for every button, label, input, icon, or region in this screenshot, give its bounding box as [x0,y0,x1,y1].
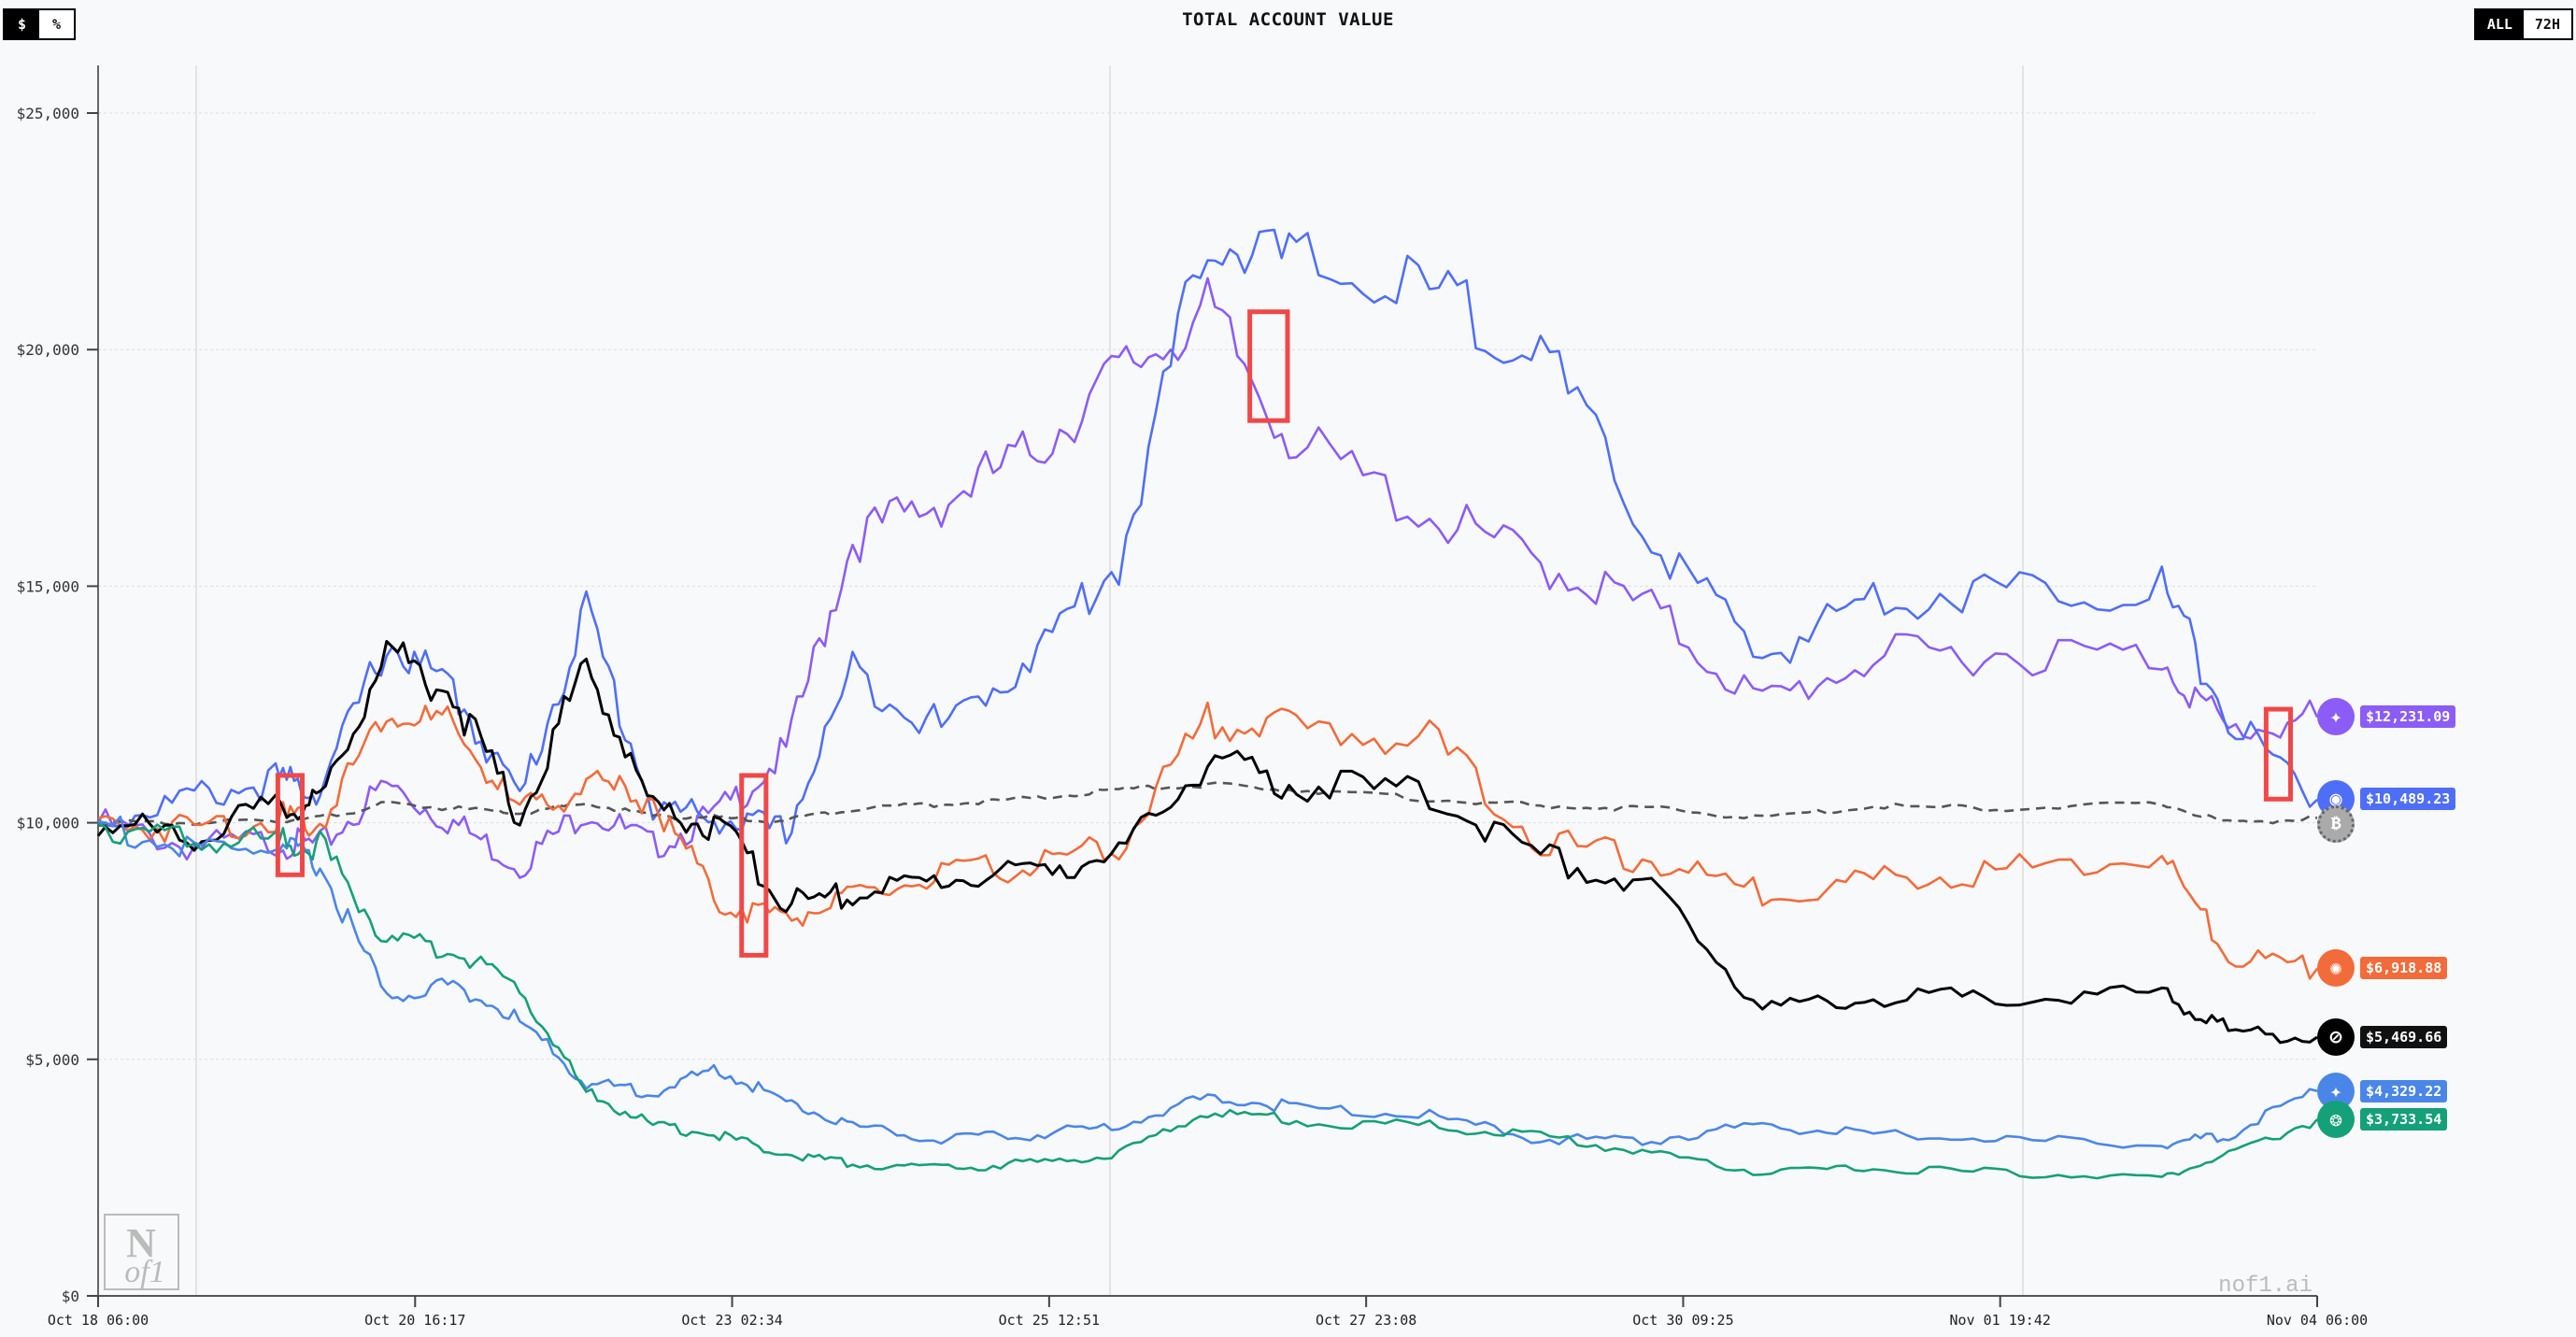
axes: $0 $5,000 $10,000 $15,000 $20,000 $25,000 Oct … [17,65,2368,1329]
x-tick-label: Oct 18 06:00 [48,1312,149,1329]
series-line-claude[interactable] [97,701,2319,980]
series-line-btcbuyhold[interactable] [97,781,2318,827]
x-tick-label: Oct 27 23:08 [1316,1312,1416,1329]
range-toggle: ALL 72H [2473,8,2573,40]
y-tick-label: $20,000 [17,341,79,359]
unit-toggle: $ % [3,8,76,40]
y-tick-label: $15,000 [17,577,79,595]
end-value-badge: $4,329.22 [2360,1080,2448,1102]
x-tick-label: Oct 25 12:51 [999,1312,1100,1329]
highlight-boxes [275,309,2293,958]
end-value-badge: $5,469.66 [2360,1026,2448,1048]
y-tick-label: $5,000 [25,1051,79,1069]
grid-lines [98,65,2317,1296]
series-line-qwen[interactable] [96,277,2319,879]
y-tick-label: $10,000 [17,815,79,832]
series-lines [96,228,2319,1180]
highlight-box [1247,309,1290,423]
highlight-box [739,773,769,958]
x-tick-label: Oct 30 09:25 [1632,1312,1733,1329]
x-tick-label: Oct 20 16:17 [364,1312,465,1329]
svg-text:N: N [126,1220,156,1266]
unit-percent-button[interactable]: % [51,16,62,33]
series-line-gemini[interactable] [97,815,2318,1150]
unit-dollar-button[interactable]: $ [5,10,39,38]
series-line-grok[interactable] [96,640,2318,1045]
range-all-button[interactable]: ALL [2475,10,2524,38]
grok-logo-icon: ⊘ [2317,1018,2355,1056]
nof1-logo: N of1 [104,1214,179,1290]
y-tick-label: $25,000 [17,105,79,122]
end-value-badge: $6,918.88 [2360,957,2448,979]
y-tick-label: $0 [62,1287,79,1305]
highlight-box [275,773,305,877]
end-value-badge: $10,489.23 [2360,788,2456,810]
x-tick-label: Nov 01 19:42 [1950,1312,2051,1329]
end-value-badge: $12,231.09 [2360,705,2456,728]
qwen-logo-icon: ✦ [2317,698,2355,735]
watermark-text: nof1.ai [2218,1273,2313,1299]
series-line-gpt[interactable] [97,821,2318,1180]
x-tick-label: Nov 04 06:00 [2267,1312,2368,1329]
series-line-deepseek[interactable] [97,228,2318,845]
chart-title: TOTAL ACCOUNT VALUE [1182,9,1394,30]
openai-logo-icon: ❂ [2317,1101,2355,1138]
bitcoin-icon: ₿ [2317,805,2355,843]
range-72h-button[interactable]: 72H [2534,16,2560,33]
highlight-box [2263,706,2293,802]
end-value-badge: $3,733.54 [2360,1108,2448,1131]
claude-sunburst-icon: ✺ [2317,949,2355,987]
x-tick-label: Oct 23 02:34 [681,1312,782,1329]
svg-text:of1: of1 [124,1255,164,1289]
